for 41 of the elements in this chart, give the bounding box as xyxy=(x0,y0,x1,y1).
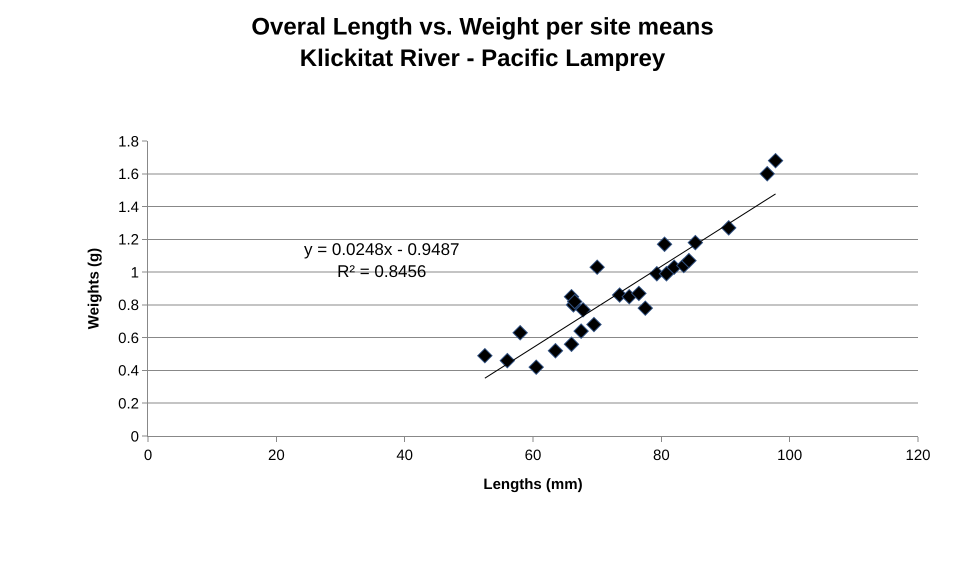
y-tick-label: 1.2 xyxy=(118,232,139,249)
y-tick-label: 1.4 xyxy=(118,198,139,216)
point xyxy=(590,260,605,275)
y-tick-label: 1.6 xyxy=(118,166,139,184)
point xyxy=(477,348,493,364)
point xyxy=(512,325,528,340)
x-tick-label: 80 xyxy=(652,447,670,464)
point xyxy=(768,153,784,168)
y-tick-label: 0.8 xyxy=(118,297,139,314)
point xyxy=(721,220,736,236)
y-tick-label: 0 xyxy=(130,428,139,446)
annotation: y = 0.0248x - 0.9487 R² = 0.8456 xyxy=(304,240,460,282)
point xyxy=(575,302,591,318)
x-tick-label: 0 xyxy=(144,447,152,464)
y-axis-title: Weights (g) xyxy=(85,248,102,330)
point xyxy=(548,343,564,358)
point xyxy=(573,323,589,339)
y-tick-label: 1 xyxy=(130,264,139,282)
x-tick-label: 120 xyxy=(905,447,931,464)
point xyxy=(500,352,515,368)
y-tick-label: 0.6 xyxy=(118,330,139,347)
chart-title: Overal Length vs. Weight per site means Klickitat River - Pacific Lamprey xyxy=(251,14,714,72)
point xyxy=(567,294,582,310)
y-tick-label: 1.8 xyxy=(118,133,139,150)
point xyxy=(688,234,703,250)
point xyxy=(586,316,602,332)
x-tick-label: 60 xyxy=(524,447,542,464)
x-tick-label: 40 xyxy=(396,447,414,464)
point xyxy=(528,360,544,375)
x-tick-label: 20 xyxy=(268,447,285,464)
point xyxy=(631,286,647,302)
point xyxy=(658,266,674,282)
point xyxy=(760,166,775,182)
y-tick-label: 0.4 xyxy=(118,362,139,380)
x-tick-label: 100 xyxy=(777,447,802,464)
x-axis-title: Lengths (mm) xyxy=(483,476,583,493)
y-tick-label: 0.2 xyxy=(118,395,139,412)
point xyxy=(638,300,653,316)
point xyxy=(564,336,580,352)
point xyxy=(681,252,697,268)
point xyxy=(656,236,672,252)
